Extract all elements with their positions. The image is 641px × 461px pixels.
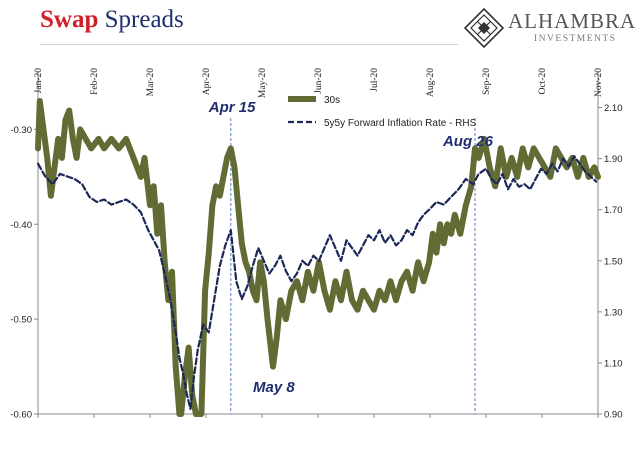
y-right-tick-label: 1.10 xyxy=(604,358,623,369)
annotation-label: Apr 15 xyxy=(208,99,256,116)
x-axis: Jan-20 Feb-20 Mar-20 Apr-20 May-20 Jun-20 Jul-… xyxy=(34,68,604,418)
title-divider xyxy=(40,44,458,45)
chart-title: Swap Spreads xyxy=(40,6,184,34)
diamond-lattice-icon xyxy=(464,8,504,48)
y-right-tick-label: 1.70 xyxy=(604,205,623,216)
series-layer xyxy=(35,98,601,417)
annotation-label: May 8 xyxy=(253,379,295,396)
annotation-lines xyxy=(230,118,476,414)
alhambra-logo: ALHAMBRA INVESTMENTS xyxy=(462,8,637,50)
y-left-tick-label: -0.30 xyxy=(10,125,32,136)
title-spreads: Spreads xyxy=(104,6,184,33)
y-axis-left: -0.30 -0.40 -0.50 -0.60 xyxy=(10,125,38,421)
y-right-tick-label: 0.90 xyxy=(604,410,623,421)
title-swap: Swap xyxy=(40,6,99,33)
x-tick-label: Oct-20 xyxy=(538,68,548,95)
x-tick-label: Apr-20 xyxy=(202,68,212,95)
annotation-label: Aug 26 xyxy=(442,133,494,150)
y-left-tick-label: -0.60 xyxy=(10,410,32,421)
y-right-tick-label: 1.50 xyxy=(604,256,623,267)
legend: 30s 5y5y Forward Inflation Rate - RHS xyxy=(288,95,477,129)
y-axis-right: 2.10 1.90 1.70 1.50 1.30 1.10 0.90 xyxy=(598,103,623,421)
logo-name: ALHAMBRA xyxy=(508,9,637,33)
x-tick-label: Sep-20 xyxy=(482,68,492,95)
y-right-tick-label: 1.30 xyxy=(604,307,623,318)
legend-label-5y5y: 5y5y Forward Inflation Rate - RHS xyxy=(324,118,477,129)
y-right-tick-label: 2.10 xyxy=(604,103,623,114)
x-tick-label: Mar-20 xyxy=(146,68,156,97)
x-tick-label: Aug-20 xyxy=(426,68,436,97)
series-30s-line xyxy=(35,98,601,417)
y-right-tick-label: 1.90 xyxy=(604,154,623,165)
y-left-tick-label: -0.40 xyxy=(10,220,32,231)
annotation-labels: Apr 15 May 8 Aug 26 xyxy=(208,99,494,396)
y-left-tick-label: -0.50 xyxy=(10,315,32,326)
chart-frame xyxy=(37,72,599,415)
x-tick-label: Jul-20 xyxy=(370,68,380,92)
x-tick-label: Feb-20 xyxy=(90,68,100,95)
x-tick-label: May-20 xyxy=(258,68,268,98)
logo-subtitle: INVESTMENTS xyxy=(534,34,617,44)
x-tick-label: Nov-20 xyxy=(594,68,604,97)
x-tick-label: Jun-20 xyxy=(314,68,324,94)
legend-label-30s: 30s xyxy=(324,95,340,106)
series-5y5y-line xyxy=(36,155,598,410)
x-tick-label: Jan-20 xyxy=(34,68,44,94)
